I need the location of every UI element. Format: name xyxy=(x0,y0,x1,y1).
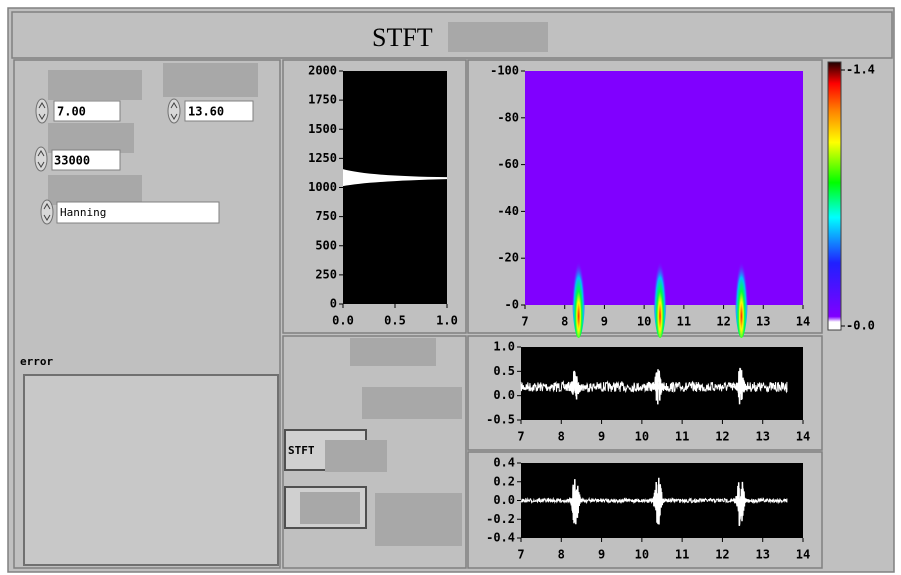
colorbar-label: -1.4 xyxy=(846,63,875,77)
x-tick-label: 12 xyxy=(716,315,730,329)
redacted xyxy=(325,440,387,472)
x-tick-label: 14 xyxy=(796,548,810,562)
x-tick-label: 9 xyxy=(598,548,605,562)
x-tick-label: 14 xyxy=(796,315,810,329)
start-value: 7.00 xyxy=(57,105,86,119)
x-tick-label: 11 xyxy=(675,548,689,562)
redacted xyxy=(48,123,134,153)
y-tick-label: 1000 xyxy=(308,180,337,194)
x-tick-label: 9 xyxy=(601,315,608,329)
y-tick-label: 1500 xyxy=(308,122,337,136)
y-tick-label: 2000 xyxy=(308,64,337,78)
redacted xyxy=(448,22,548,52)
redacted xyxy=(163,63,258,97)
y-tick-label: 0.2 xyxy=(493,474,515,488)
spinner[interactable] xyxy=(168,99,180,123)
y-tick-label: 0.0 xyxy=(493,388,515,402)
y-tick-label: 1750 xyxy=(308,93,337,107)
app-window: STFT 7.00 13.60 33000 Hanning error STFT… xyxy=(0,0,901,575)
y-tick-label: -0.4 xyxy=(486,531,515,545)
x-tick-label: 13 xyxy=(756,315,770,329)
y-tick-label: 0 xyxy=(330,297,337,311)
x-tick-label: 8 xyxy=(558,430,565,444)
x-tick-label: 7 xyxy=(517,548,524,562)
x-tick-label: 10 xyxy=(635,548,649,562)
redacted xyxy=(350,338,436,366)
y-tick-label: 250 xyxy=(315,267,337,281)
colorbar xyxy=(828,62,841,330)
title: STFT xyxy=(372,23,433,52)
window-value: Hanning xyxy=(60,206,106,219)
redacted xyxy=(48,70,142,100)
y-tick-label: -80 xyxy=(497,110,519,124)
spinner[interactable] xyxy=(36,99,48,123)
error-box xyxy=(24,375,278,565)
x-tick-label: 10 xyxy=(635,430,649,444)
x-tick-label: 11 xyxy=(677,315,691,329)
y-tick-label: -0.2 xyxy=(486,512,515,526)
redacted xyxy=(48,175,142,205)
y-tick-label: -0.5 xyxy=(486,413,515,427)
colorbar-label: -0.0 xyxy=(846,319,875,333)
x-tick-label: 13 xyxy=(755,548,769,562)
spectrogram-burst xyxy=(572,228,586,338)
stft-button-label: STFT xyxy=(288,444,315,457)
x-tick-label: 8 xyxy=(558,548,565,562)
error-label: error xyxy=(20,355,53,368)
x-tick-label: 13 xyxy=(755,430,769,444)
x-tick-label: 12 xyxy=(715,430,729,444)
y-tick-label: -100 xyxy=(490,64,519,78)
x-tick-label: 0.5 xyxy=(384,314,406,328)
y-tick-label: -0 xyxy=(505,298,519,312)
y-tick-label: 1.0 xyxy=(493,340,515,354)
spectrogram-burst xyxy=(653,228,667,338)
x-tick-label: 10 xyxy=(637,315,651,329)
y-tick-label: 1250 xyxy=(308,151,337,165)
y-tick-label: -40 xyxy=(497,204,519,218)
y-tick-label: 0.5 xyxy=(493,364,515,378)
y-tick-label: -20 xyxy=(497,251,519,265)
x-tick-label: 7 xyxy=(517,430,524,444)
end-value: 13.60 xyxy=(188,105,224,119)
spinner[interactable] xyxy=(35,147,47,171)
rate-value: 33000 xyxy=(54,154,90,168)
x-tick-label: 8 xyxy=(561,315,568,329)
x-tick-label: 9 xyxy=(598,430,605,444)
spinner[interactable] xyxy=(41,200,53,224)
redacted xyxy=(375,493,462,546)
x-tick-label: 12 xyxy=(715,548,729,562)
x-tick-label: 0.0 xyxy=(332,314,354,328)
plot-area xyxy=(343,71,447,304)
redacted xyxy=(362,387,462,419)
y-tick-label: 0.4 xyxy=(493,456,515,470)
x-tick-label: 1.0 xyxy=(436,314,458,328)
y-tick-label: -60 xyxy=(497,157,519,171)
x-tick-label: 14 xyxy=(796,430,810,444)
redacted xyxy=(300,492,360,524)
y-tick-label: 0.0 xyxy=(493,493,515,507)
y-tick-label: 500 xyxy=(315,238,337,252)
x-tick-label: 7 xyxy=(521,315,528,329)
y-tick-label: 750 xyxy=(315,209,337,223)
x-tick-label: 11 xyxy=(675,430,689,444)
spectrogram-burst xyxy=(734,228,748,338)
